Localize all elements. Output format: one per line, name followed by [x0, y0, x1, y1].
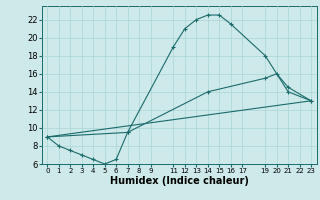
X-axis label: Humidex (Indice chaleur): Humidex (Indice chaleur) — [110, 176, 249, 186]
